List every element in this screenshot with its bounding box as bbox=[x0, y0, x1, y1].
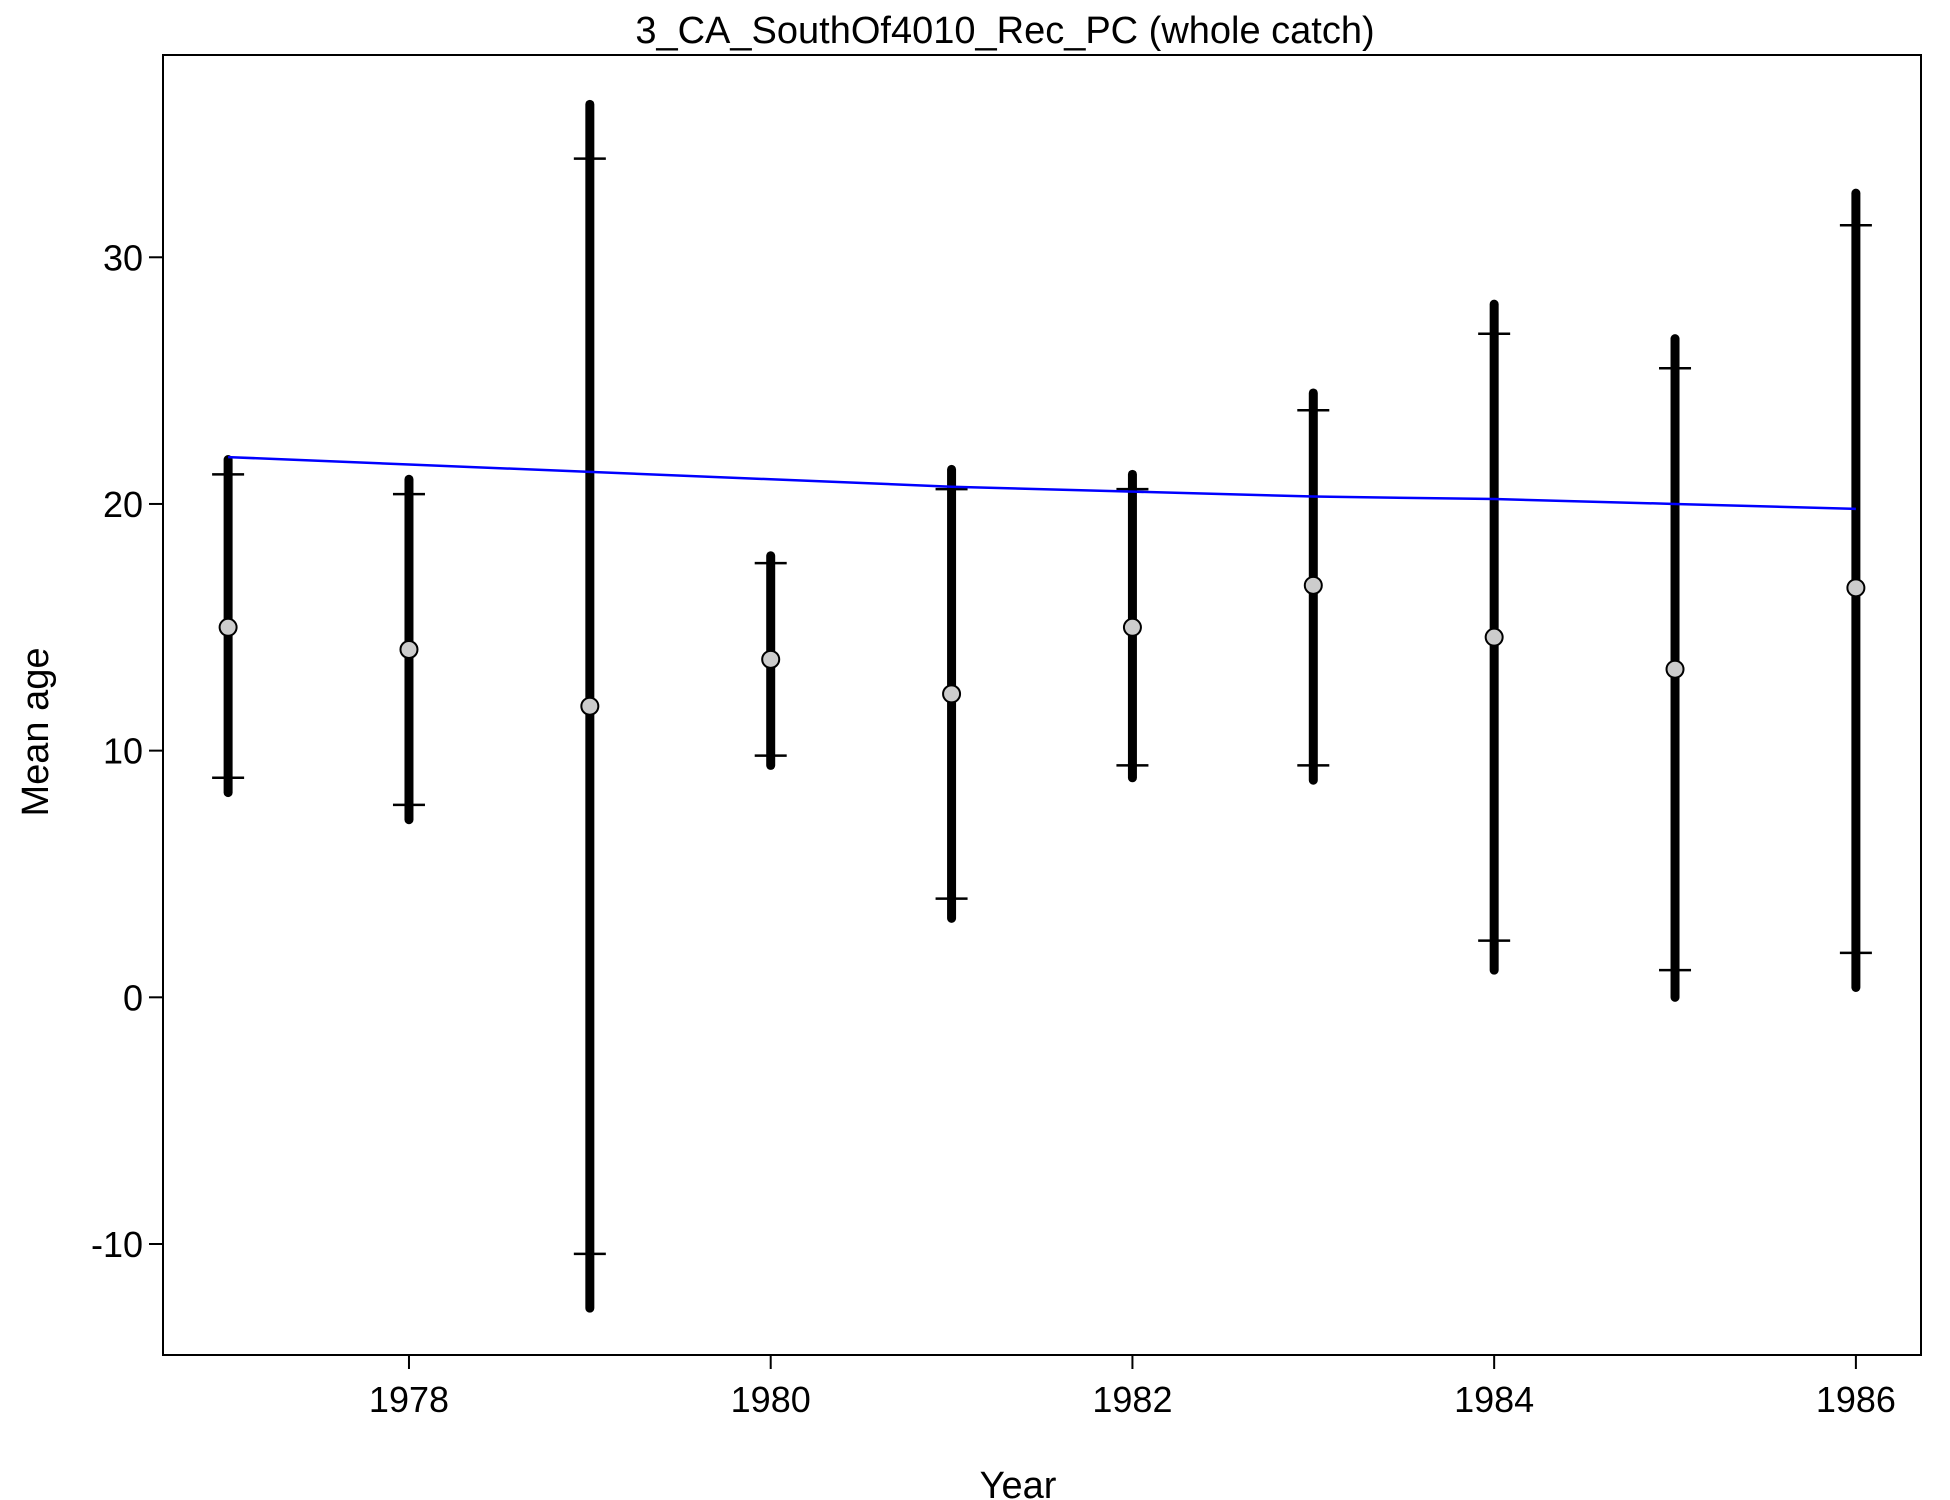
data-point bbox=[218, 617, 238, 637]
x-tick-label: 1982 bbox=[1092, 1379, 1172, 1420]
data-point bbox=[761, 649, 781, 669]
data-point bbox=[580, 696, 600, 716]
data-point bbox=[1846, 578, 1866, 598]
x-tick-label: 1980 bbox=[731, 1379, 811, 1420]
data-point bbox=[1303, 575, 1323, 595]
data-points bbox=[218, 575, 1866, 716]
y-tick-label: 20 bbox=[103, 484, 143, 525]
data-point bbox=[399, 639, 419, 659]
x-tick-label: 1984 bbox=[1454, 1379, 1534, 1420]
plot-frame bbox=[162, 54, 1922, 1356]
y-axis: -10 0 10 20 30 bbox=[91, 237, 163, 1265]
y-tick-label: -10 bbox=[91, 1224, 143, 1265]
y-tick-label: 30 bbox=[103, 237, 143, 278]
data-point bbox=[1484, 627, 1504, 647]
y-tick-label: 10 bbox=[103, 731, 143, 772]
y-tick-label: 0 bbox=[123, 977, 143, 1018]
error-bars bbox=[212, 99, 1872, 1313]
x-tick-label: 1978 bbox=[369, 1379, 449, 1420]
y-axis-label: Mean age bbox=[15, 647, 57, 816]
data-point bbox=[1122, 617, 1142, 637]
data-point bbox=[942, 684, 962, 704]
x-axis: 1978 1980 1982 1984 1986 bbox=[369, 1355, 1896, 1420]
chart-title: 3_CA_SouthOf4010_Rec_PC (whole catch) bbox=[635, 10, 1374, 52]
x-tick-label: 1986 bbox=[1816, 1379, 1896, 1420]
x-axis-label: Year bbox=[980, 1465, 1057, 1500]
data-point bbox=[1665, 659, 1685, 679]
expected-line bbox=[228, 455, 1856, 511]
